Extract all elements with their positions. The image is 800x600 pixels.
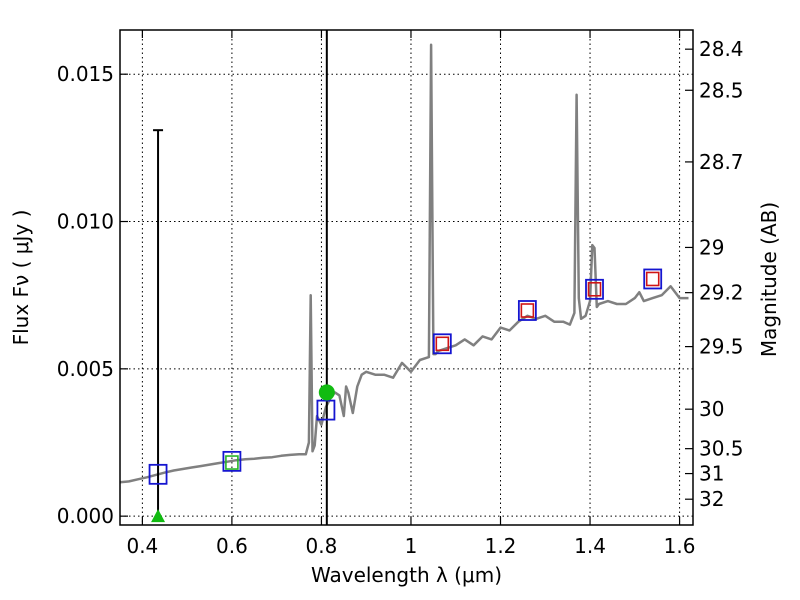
highlight-point (318, 384, 335, 401)
y-axis-label-right: Magnitude (AB) (757, 202, 781, 357)
model-point (587, 281, 602, 297)
grid (120, 30, 693, 525)
magnitude-tick-label: 31 (699, 462, 724, 486)
upper-limit-marker (151, 509, 166, 523)
model-spectrum-line (119, 43, 689, 484)
y-tick-label: 0.010 (57, 210, 114, 234)
magnitude-tick-label: 30.5 (699, 437, 744, 461)
y-axis-label-left: Flux Fν ( μJy ) (9, 210, 33, 346)
y-tick-label: 0.015 (57, 62, 114, 86)
model-point (645, 271, 660, 287)
observed-point (517, 300, 537, 321)
y-axis-ticks: 0.000 0.005 0.010 0.015 (57, 62, 128, 528)
x-tick-label: 1.4 (574, 534, 606, 558)
observed-point (222, 450, 242, 472)
magnitude-tick-label: 30 (699, 397, 724, 421)
x-tick-label: 0.8 (306, 534, 338, 558)
magnitude-tick-label: 28.5 (699, 78, 744, 102)
magnitude-tick-label: 29 (699, 235, 724, 259)
magnitude-tick-label: 28.4 (699, 37, 744, 61)
plot-frame (119, 29, 694, 526)
observed-point (643, 268, 663, 290)
magnitude-tick-label: 28.7 (699, 150, 744, 174)
observed-point (148, 463, 168, 485)
magnitude-tick-label: 29.2 (699, 281, 744, 305)
observed-point (316, 399, 336, 421)
x-tick-label: 1 (405, 534, 418, 558)
magnitude-tick-label: 29.5 (699, 335, 744, 359)
x-tick-label: 0.4 (126, 534, 158, 558)
model-spectrum-layer (119, 43, 689, 484)
x-tick-label: 1.6 (664, 534, 696, 558)
observed-point (585, 278, 604, 300)
observed-point (432, 333, 452, 355)
x-axis-label: Wavelength λ (μm) (311, 563, 502, 587)
y-tick-label: 0.005 (57, 357, 114, 381)
magnitude-tick-label: 32 (699, 487, 724, 511)
x-tick-label: 1.2 (485, 534, 517, 558)
model-point (520, 303, 535, 318)
upper-limit-errorbar (153, 129, 164, 517)
model-point (225, 455, 239, 470)
x-tick-label: 0.6 (216, 534, 248, 558)
photometry-points (148, 268, 663, 523)
model-point (435, 336, 450, 352)
y-tick-label: 0.000 (57, 504, 114, 528)
x-axis-ticks: 0.4 0.6 0.8 1 1.2 1.4 1.6 (126, 30, 695, 558)
